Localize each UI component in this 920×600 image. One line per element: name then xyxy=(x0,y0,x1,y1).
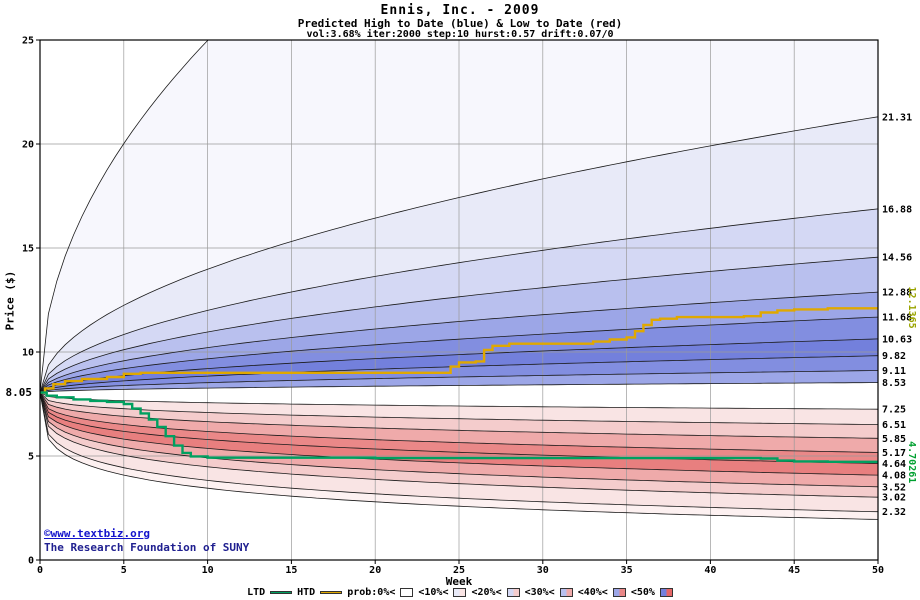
low-boundary-line xyxy=(40,392,878,453)
y-tick-label: 15 xyxy=(22,244,34,255)
high-boundary-line xyxy=(40,316,878,393)
high-fan-band xyxy=(40,292,878,393)
high-boundary-line xyxy=(40,256,878,393)
low-boundary-value-label: 2.32 xyxy=(882,507,906,518)
x-tick-label: 35 xyxy=(621,565,633,576)
prob-band-swatch xyxy=(659,588,673,597)
high-boundary-value-label: 21.31 xyxy=(882,112,912,123)
high-boundary-line xyxy=(40,382,878,393)
high-boundary-line xyxy=(40,291,878,393)
x-tick-label: 45 xyxy=(788,565,800,576)
low-boundary-value-label: 5.17 xyxy=(882,448,906,459)
x-axis-label: Week xyxy=(445,575,473,588)
x-tick-label: 20 xyxy=(369,565,381,576)
low-boundary-value-label: 3.02 xyxy=(882,493,906,504)
low-boundary-value-label: 7.25 xyxy=(882,405,906,416)
legend-prob-label: <30%< xyxy=(524,587,555,598)
prob-band-swatch xyxy=(612,588,626,597)
high-boundary-line xyxy=(40,208,878,393)
low-boundary-value-label: 3.52 xyxy=(882,482,906,493)
low-fan-band xyxy=(40,392,878,439)
high-boundary-value-label: 10.63 xyxy=(882,334,912,345)
low-boundary-value-label: 5.85 xyxy=(882,434,906,445)
prob-band-swatch xyxy=(506,588,520,597)
y-tick-label: 5 xyxy=(28,452,34,463)
low-boundary-line xyxy=(40,392,878,520)
legend-prob-label: <20%< xyxy=(471,587,502,598)
high-boundary-value-label: 14.56 xyxy=(882,253,912,264)
low-boundary-line xyxy=(40,392,878,439)
low-fan-band xyxy=(40,392,878,453)
low-boundary-line xyxy=(40,392,878,464)
high-boundary-value-label: 16.88 xyxy=(882,204,912,215)
x-tick-label: 40 xyxy=(704,565,716,576)
chart-params: vol:3.68% iter:2000 step:10 hurst:0.57 d… xyxy=(306,29,614,40)
ltd-line xyxy=(40,391,878,463)
watermark-org: The Research Foundation of SUNY xyxy=(44,541,250,554)
htd-final-value-label: 12.1365 xyxy=(906,287,917,329)
chart-subtitle: Predicted High to Date (blue) & Low to D… xyxy=(297,17,623,30)
legend-prob-label: <40%< xyxy=(577,587,608,598)
prob-band-swatch xyxy=(453,588,467,597)
y-tick-label: 25 xyxy=(22,36,34,47)
legend-ltd-label: LTD xyxy=(247,587,266,598)
high-boundary-value-label: 9.82 xyxy=(882,351,906,362)
high-boundary-line xyxy=(40,40,209,393)
high-fan-band xyxy=(40,317,878,393)
low-boundary-value-label: 4.08 xyxy=(882,471,906,482)
high-boundary-value-label: 11.68 xyxy=(882,313,912,324)
low-boundary-value-label: 6.51 xyxy=(882,420,906,431)
high-boundary-line xyxy=(40,116,878,393)
ltd-final-value-label: 4.70261 xyxy=(906,441,917,483)
y-tick-label: 20 xyxy=(22,140,34,151)
y-tick-label: 0 xyxy=(28,556,34,567)
high-boundary-value-label: 9.11 xyxy=(882,366,906,377)
start-price-label: 8.05 xyxy=(6,386,33,399)
x-tick-label: 10 xyxy=(202,565,214,576)
y-tick-label: 10 xyxy=(22,348,34,359)
low-boundary-line xyxy=(40,392,878,513)
legend-prob-label: <50% xyxy=(630,587,655,598)
legend-prob-label: <10%< xyxy=(418,587,449,598)
chart-title: Ennis, Inc. - 2009 xyxy=(380,3,540,18)
y-axis-label: Price ($) xyxy=(3,270,17,331)
x-tick-label: 50 xyxy=(872,565,884,576)
high-fan-band xyxy=(40,257,878,393)
low-fan-band xyxy=(40,392,878,520)
x-tick-label: 30 xyxy=(537,565,549,576)
ltd-line-swatch xyxy=(270,591,293,594)
x-tick-label: 25 xyxy=(453,565,465,576)
high-fan-band xyxy=(40,40,878,393)
legend: LTD HTD prob:0%< <10%< <20%< <30%< <40%< <50% xyxy=(0,587,920,598)
htd-line xyxy=(40,307,878,394)
prob-band-swatch xyxy=(400,588,414,597)
low-boundary-line xyxy=(40,392,878,410)
prob-band-swatch xyxy=(559,588,573,597)
low-fan-band xyxy=(40,392,878,512)
htd-line-swatch xyxy=(320,591,343,594)
low-boundary-value-label: 4.64 xyxy=(882,459,906,470)
low-boundary-line xyxy=(40,392,878,498)
high-boundary-line xyxy=(40,338,878,393)
high-boundary-value-label: 12.88 xyxy=(882,288,912,299)
low-boundary-line xyxy=(40,392,878,425)
fan-plot-area xyxy=(40,40,878,560)
high-fan-band xyxy=(40,208,878,393)
high-boundary-line xyxy=(40,370,878,393)
watermark-link[interactable]: ©www.textbiz.org xyxy=(44,527,150,540)
x-tick-label: 5 xyxy=(121,565,127,576)
x-tick-label: 15 xyxy=(285,565,297,576)
low-boundary-line xyxy=(40,392,878,488)
high-boundary-value-label: 8.53 xyxy=(882,378,906,389)
x-tick-label: 0 xyxy=(37,565,43,576)
legend-htd-label: HTD xyxy=(297,587,316,598)
legend-prob-label: prob:0%< xyxy=(347,587,396,598)
